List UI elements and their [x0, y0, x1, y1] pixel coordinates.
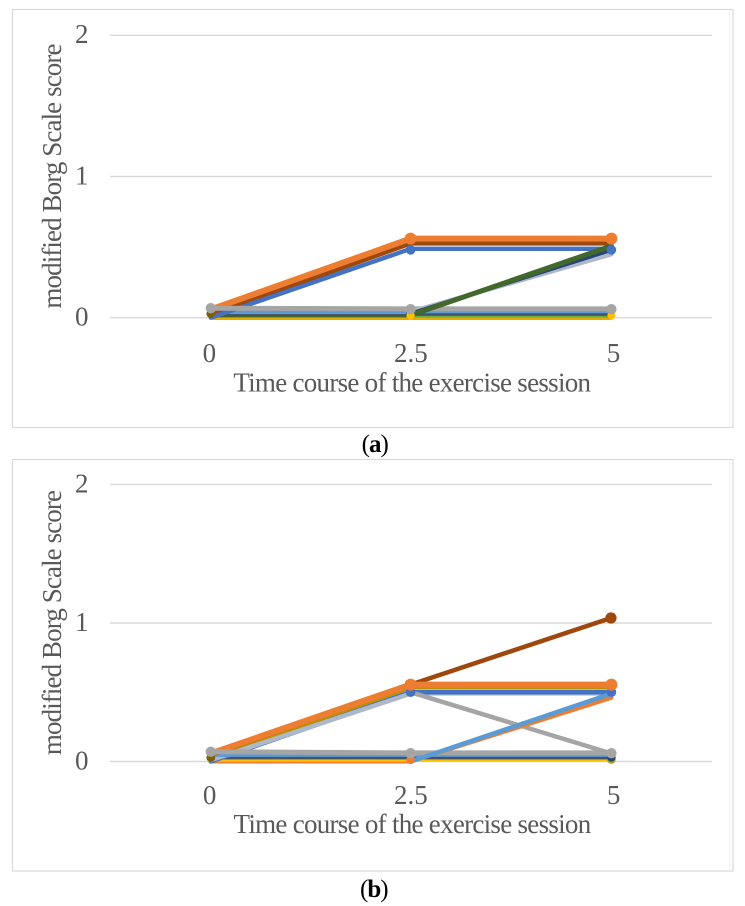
svg-text:5: 5: [607, 780, 621, 810]
svg-text:0: 0: [203, 338, 217, 368]
svg-text:2: 2: [75, 468, 89, 498]
svg-text:Time course of the exercise se: Time course of the exercise session: [233, 368, 591, 398]
svg-text:1: 1: [75, 607, 89, 637]
svg-text:1: 1: [75, 160, 89, 190]
svg-text:2.5: 2.5: [394, 780, 428, 810]
svg-text:modified Borg Scale score: modified Borg Scale score: [37, 490, 67, 755]
svg-text:(a): (a): [362, 431, 389, 458]
svg-text:0: 0: [75, 745, 89, 775]
svg-text:5: 5: [607, 338, 621, 368]
svg-text:0: 0: [75, 302, 89, 332]
svg-text:2: 2: [75, 19, 89, 49]
svg-text:0: 0: [203, 780, 217, 810]
svg-text:Time course of the exercise se: Time course of the exercise session: [234, 809, 592, 839]
svg-text:2.5: 2.5: [394, 338, 428, 368]
svg-text:modified Borg Scale score: modified Borg Scale score: [37, 44, 67, 309]
svg-text:(b): (b): [360, 876, 388, 903]
